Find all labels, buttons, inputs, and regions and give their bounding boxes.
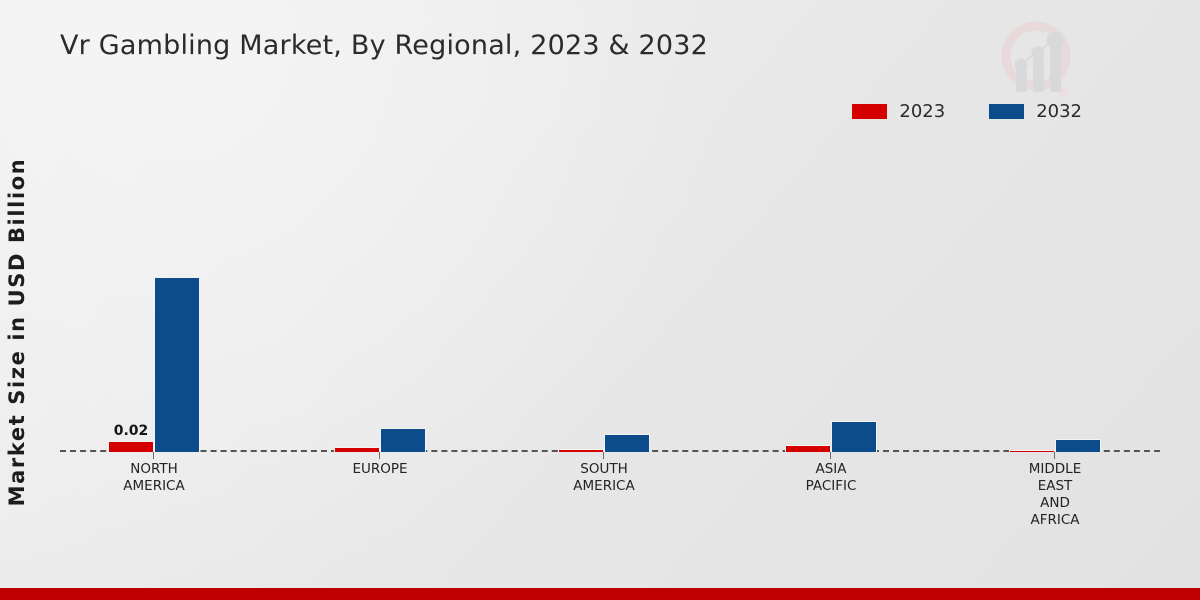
- axis-tick: [153, 452, 154, 459]
- legend-item-2032[interactable]: 2032: [989, 101, 1082, 122]
- legend-swatch-2023: [852, 104, 888, 119]
- bar-group-middle-east-and-africa: MIDDLE EAST AND AFRICA: [1005, 120, 1105, 528]
- bar-group-south-america: SOUTH AMERICA: [554, 120, 654, 494]
- bar-2023-europe[interactable]: [334, 447, 380, 452]
- axis-tick: [1054, 452, 1055, 459]
- chart-title: Vr Gambling Market, By Regional, 2023 & …: [60, 30, 709, 61]
- bar-2023-south-america[interactable]: [558, 449, 604, 452]
- category-label-middle-east-and-africa: MIDDLE EAST AND AFRICA: [1028, 461, 1082, 528]
- bar-value-label: 0.02: [113, 423, 149, 439]
- axis-tick: [603, 452, 604, 459]
- bar-2032-middle-east-and-africa[interactable]: [1055, 439, 1101, 452]
- footer-accent-band: [0, 588, 1200, 600]
- bar-2023-asia-pacific[interactable]: [785, 445, 831, 452]
- company-logo-watermark-icon: [988, 18, 1084, 102]
- plot-area: 0.02 NORTH AMERICA EUROPE SOUTH AMERICA …: [60, 120, 1160, 528]
- bar-group-asia-pacific: ASIA PACIFIC: [781, 120, 881, 494]
- category-label-europe: EUROPE: [352, 461, 408, 477]
- bar-2032-north-america[interactable]: [154, 277, 200, 452]
- legend-swatch-2032: [989, 104, 1025, 119]
- category-label-asia-pacific: ASIA PACIFIC: [805, 461, 857, 494]
- bar-group-europe: EUROPE: [330, 120, 430, 477]
- legend-label-2023: 2023: [899, 101, 946, 122]
- category-label-south-america: SOUTH AMERICA: [573, 461, 635, 494]
- bar-2023-north-america[interactable]: 0.02: [108, 423, 154, 452]
- y-axis-title: Market Size in USD Billion: [5, 157, 29, 507]
- legend-item-2023[interactable]: 2023: [852, 101, 945, 122]
- bar-2032-europe[interactable]: [380, 428, 426, 452]
- bar-2032-asia-pacific[interactable]: [831, 421, 877, 452]
- bar-group-north-america: 0.02 NORTH AMERICA: [104, 120, 204, 494]
- axis-tick: [379, 452, 380, 459]
- legend-label-2032: 2032: [1036, 101, 1082, 122]
- bar-2032-south-america[interactable]: [604, 434, 650, 452]
- bar-2023-middle-east-and-africa[interactable]: [1009, 450, 1055, 452]
- axis-tick: [830, 452, 831, 459]
- chart-legend: 2023 2032: [852, 101, 1082, 122]
- category-label-north-america: NORTH AMERICA: [123, 461, 185, 494]
